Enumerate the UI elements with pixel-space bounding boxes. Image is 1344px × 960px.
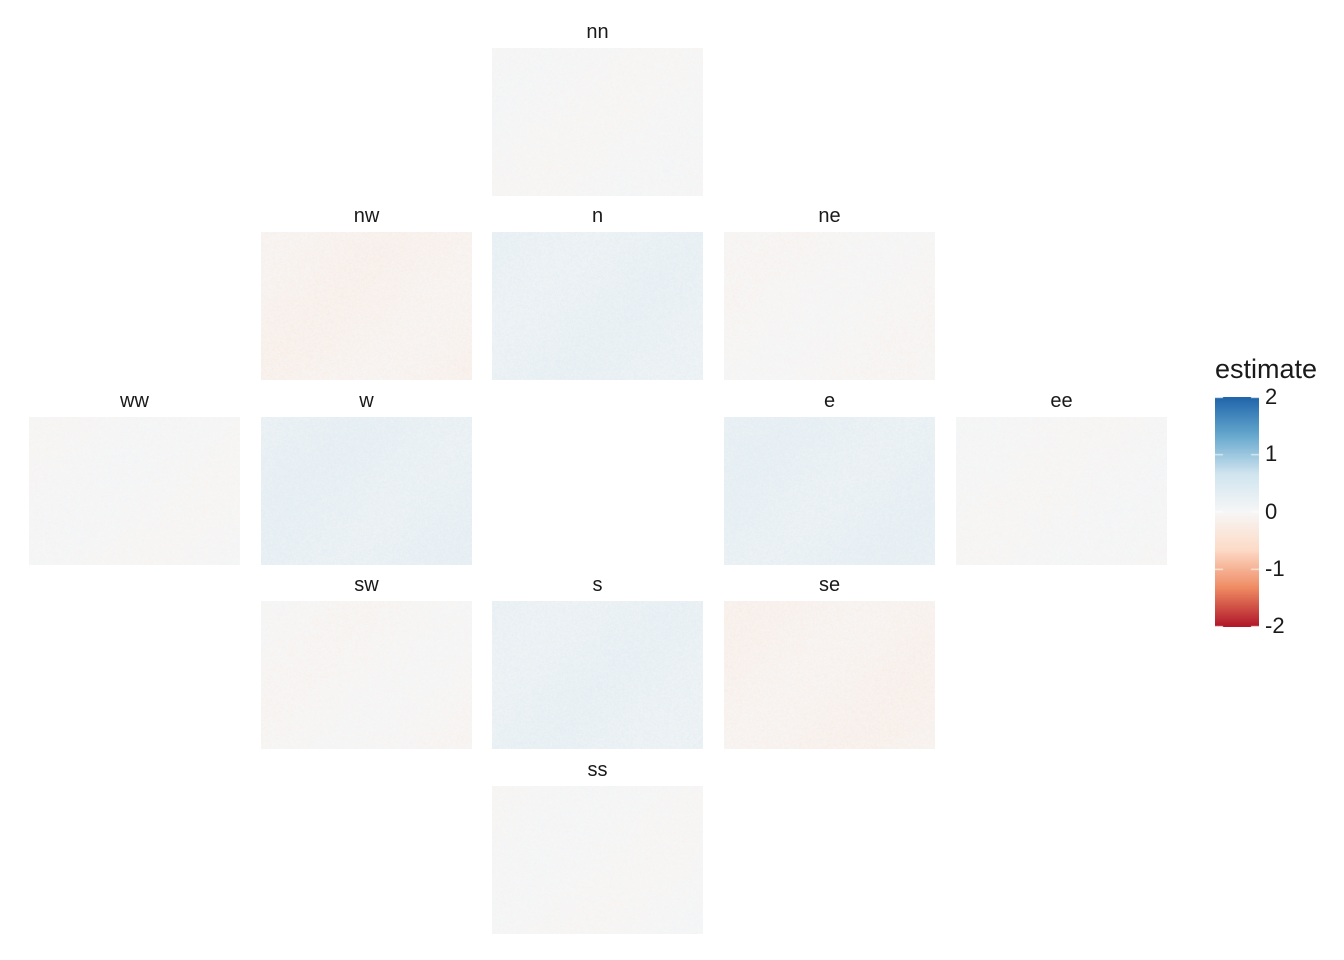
panel-title-nw: nw	[353, 205, 380, 227]
panel-title-s: s	[592, 574, 603, 596]
panel-ne: ne	[724, 205, 935, 380]
heatmap-cells-ss	[492, 786, 703, 934]
heatmap-cells-nw	[261, 232, 472, 380]
panel-ss: ss	[492, 759, 703, 934]
legend-tick-label: 0	[1265, 498, 1278, 524]
panel-title-nn: nn	[586, 21, 609, 43]
legend-colorbar	[1215, 397, 1259, 627]
panel-s: s	[492, 574, 703, 749]
panel-title-ee: ee	[1050, 390, 1073, 412]
heatmap-cells-sw	[261, 601, 472, 749]
heatmap-cells-ne	[724, 232, 935, 380]
heatmap-cells-e	[724, 417, 935, 565]
panel-title-e: e	[823, 390, 836, 412]
panel-nw: nw	[261, 205, 472, 380]
panel-title-se: se	[818, 574, 841, 596]
panel-n: n	[492, 205, 703, 380]
panel-ww: ww	[29, 390, 240, 565]
legend-tick-label: 1	[1265, 441, 1278, 467]
panel-title-sw: sw	[354, 574, 379, 596]
panel-title-ne: ne	[818, 205, 841, 227]
legend-tick-label: -2	[1265, 613, 1285, 638]
panel-ee: ee	[956, 390, 1167, 565]
panel-title-ss: ss	[587, 759, 608, 781]
panel-se: se	[724, 574, 935, 749]
legend: estimate 2 1 0 -1 -2	[1213, 352, 1344, 652]
heatmap-cells-ee	[956, 417, 1167, 565]
heatmap-cells-w	[261, 417, 472, 565]
heatmap-cells-ww	[29, 417, 240, 565]
panel-title-w: w	[359, 390, 374, 412]
heatmap-cells-n	[492, 232, 703, 380]
panel-nn: nn	[492, 21, 703, 196]
legend-tick-label: 2	[1265, 384, 1278, 409]
panel-e: e	[724, 390, 935, 565]
panel-w: w	[261, 390, 472, 565]
panel-sw: sw	[261, 574, 472, 749]
legend-title: estimate	[1215, 354, 1318, 384]
panel-title-ww: ww	[120, 390, 149, 412]
panel-title-n: n	[591, 205, 604, 227]
legend-tick-label: -1	[1265, 555, 1285, 581]
heatmap-cells-se	[724, 601, 935, 749]
heatmap-cells-s	[492, 601, 703, 749]
heatmap-cells-nn	[492, 48, 703, 196]
